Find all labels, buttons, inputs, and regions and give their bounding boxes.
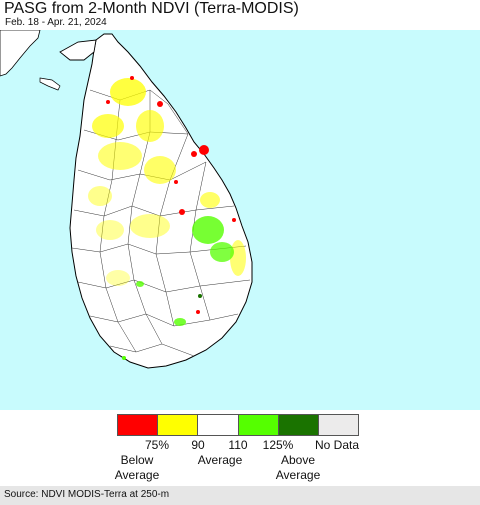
jaffna-peninsula	[59, 39, 97, 61]
legend-swatch-75-90	[158, 415, 199, 435]
source-bar: Source: NDVI MODIS-Terra at 250-m	[0, 486, 480, 505]
map-area	[0, 30, 480, 410]
legend-swatch-110-125	[238, 415, 279, 435]
source-text: Source: NDVI MODIS-Terra at 250-m	[4, 489, 170, 500]
legend-tick-125: 125%	[262, 438, 294, 452]
legend-label-below: Below Average	[115, 453, 159, 483]
legend-label-above: Above Average	[276, 453, 320, 483]
india-coast	[0, 30, 41, 77]
legend-label-average: Average	[197, 453, 243, 467]
district-boundaries	[71, 89, 251, 357]
legend-label-below-line1: Below	[120, 453, 154, 467]
map-svg	[0, 30, 253, 369]
date-range: Feb. 18 - Apr. 21, 2024	[5, 17, 107, 28]
legend-colorbar	[117, 414, 359, 436]
map-title: PASG from 2-Month NDVI (Terra-MODIS)	[4, 0, 299, 17]
legend-label-above-line2: Average	[275, 468, 321, 482]
legend-tick-90: 90	[191, 438, 205, 452]
legend-tick-110: 110	[228, 438, 248, 452]
legend-swatch-below-75	[118, 415, 159, 435]
legend-label-below-line2: Average	[114, 468, 160, 482]
legend-tick-75: 75%	[144, 438, 170, 452]
mannar-islands	[39, 77, 61, 91]
legend-label-above-line1: Above	[280, 453, 316, 467]
legend-tick-no-data: No Data	[314, 438, 360, 452]
legend-swatch-90-110	[198, 415, 239, 435]
legend-swatch-no-data	[318, 415, 359, 435]
ndvi-anomaly-pixels	[88, 76, 246, 360]
legend-swatch-above-125	[278, 415, 319, 435]
